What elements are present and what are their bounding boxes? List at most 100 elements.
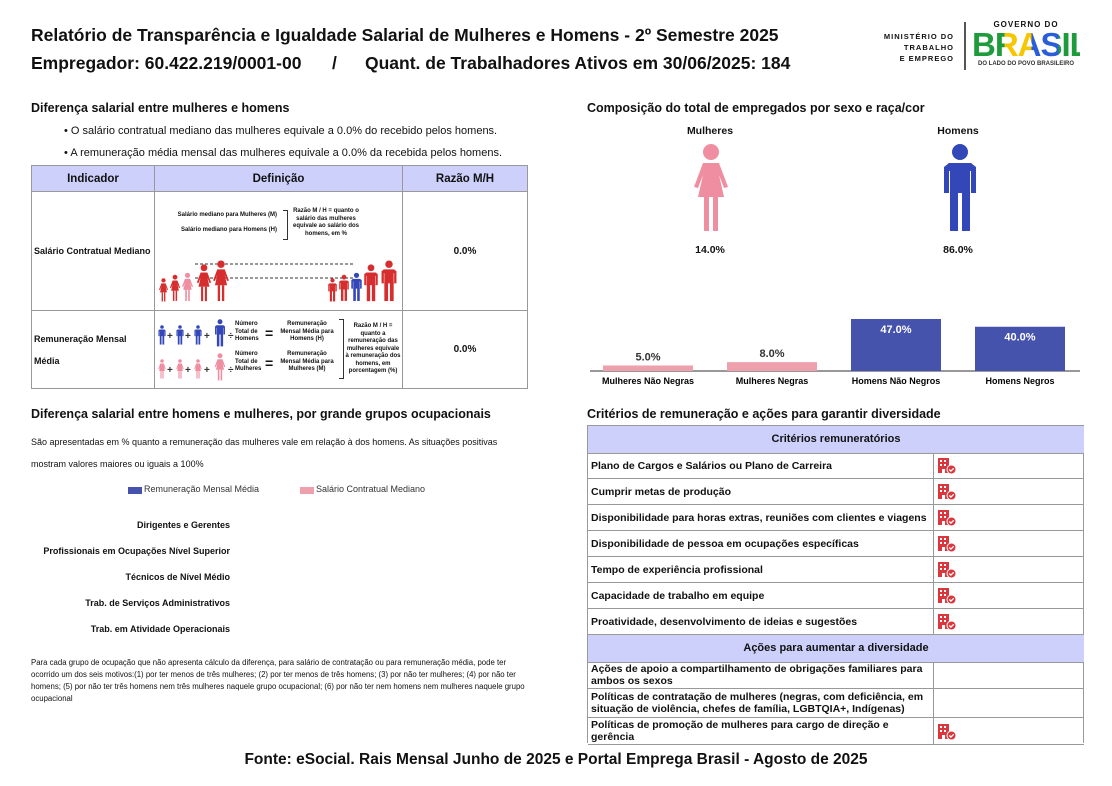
ratio-cell: 0.0%	[403, 192, 528, 311]
criteria-row: Proatividade, desenvolvimento de ideias …	[588, 609, 1084, 635]
table-subheader: Critérios remuneratórios	[588, 426, 1084, 454]
diagram-text: Salário mediano para Homens (H)	[180, 227, 277, 233]
criteria-label: Ações de apoio a compartilhamento de obr…	[591, 663, 923, 687]
adopted-icon	[937, 613, 957, 631]
criteria-status	[933, 609, 1085, 634]
legend: Remuneração Mensal Média Salário Contratu…	[128, 484, 528, 498]
criteria-row: Ações de apoio a compartilhamento de obr…	[588, 662, 1084, 689]
legend-label: Salário Contratual Mediano	[316, 484, 426, 494]
criteria-label: Proatividade, desenvolvimento de ideias …	[591, 615, 858, 628]
bar	[975, 326, 1065, 371]
bar-value-label: 40.0%	[1004, 332, 1035, 344]
occupation-group-label: Profissionais em Ocupações Nível Superio…	[43, 546, 230, 556]
legend-swatch	[300, 487, 314, 494]
criteria-label: Disponibilidade de pessoa em ocupações e…	[591, 537, 859, 550]
svg-text:÷: ÷	[228, 331, 234, 342]
diagram-text: Remuneração Mensal Média para Homens (H)	[280, 321, 334, 342]
svg-text:+: +	[185, 331, 191, 342]
slogan: DO LADO DO POVO BRASILEIRO	[977, 61, 1074, 67]
criteria-status	[933, 557, 1085, 582]
criteria-row: Políticas de contratação de mulheres (ne…	[588, 689, 1084, 718]
bullet: O salário contratual mediano das mulhere…	[64, 125, 497, 137]
adopted-icon	[937, 535, 957, 553]
diagram-text: Número Total de Mulheres	[235, 351, 262, 372]
diagram-text: Salário mediano para Mulheres (M)	[177, 212, 277, 218]
svg-text:÷: ÷	[228, 365, 234, 376]
ratio-cell: 0.0%	[403, 311, 528, 389]
average-figures: + + + + + + ÷ ÷	[158, 319, 234, 381]
criteria-label: Disponibilidade para horas extras, reuni…	[591, 511, 927, 524]
adopted-icon	[937, 483, 957, 501]
brace	[283, 210, 288, 240]
section-title: Diferença salarial entre mulheres e home…	[31, 101, 290, 115]
equals: =	[265, 325, 274, 341]
men-pictogram	[944, 144, 976, 231]
criteria-status	[933, 479, 1085, 504]
bar-category-label: Homens Negros	[985, 376, 1054, 386]
employer: Empregador: 60.422.219/0001-00	[31, 53, 302, 73]
bar	[603, 365, 693, 371]
section-title: Critérios de remuneração e ações para ga…	[587, 407, 941, 421]
footnote: Para cada grupo de ocupação que não apre…	[31, 658, 525, 703]
bar-value-label: 8.0%	[759, 348, 784, 360]
criteria-status	[933, 718, 1085, 744]
adopted-icon	[937, 587, 957, 605]
separator: /	[332, 53, 337, 73]
criteria-row: Tempo de experiência profissional	[588, 557, 1084, 583]
criteria-status	[933, 531, 1085, 556]
criteria-row: Políticas de promoção de mulheres para c…	[588, 718, 1084, 745]
median-figures	[158, 260, 397, 302]
ministry-text: TRABALHO	[903, 43, 954, 52]
criteria-status	[933, 662, 1085, 688]
occupation-group-label: Trab. de Serviços Administrativos	[85, 598, 230, 608]
source: Fonte: eSocial. Rais Mensal Junho de 202…	[244, 751, 868, 768]
table-header: Definição	[155, 166, 403, 192]
bar-value-label: 5.0%	[635, 351, 660, 363]
criteria-table: Critérios remuneratórios Plano de Cargos …	[587, 425, 1085, 745]
criteria-row: Disponibilidade para horas extras, reuni…	[588, 505, 1084, 531]
adopted-icon	[937, 723, 957, 741]
criteria-label: Cumprir metas de produção	[591, 485, 732, 498]
brace	[339, 319, 344, 379]
men-share: 86.0%	[943, 244, 973, 256]
criteria-status	[933, 505, 1085, 530]
criteria-label: Capacidade de trabalho em equipe	[591, 589, 765, 602]
table-header: Indicador	[32, 166, 155, 192]
logo-divider	[964, 22, 966, 70]
report-title: Relatório de Transparência e Igualdade S…	[31, 25, 779, 45]
svg-text:+: +	[167, 365, 173, 376]
criteria-row: Capacidade de trabalho em equipe	[588, 583, 1084, 609]
criteria-status	[933, 583, 1085, 608]
equals: =	[265, 355, 274, 371]
bar-value-label: 47.0%	[880, 324, 911, 336]
svg-text:+: +	[204, 331, 210, 342]
occupation-group-label: Dirigentes e Gerentes	[136, 520, 230, 530]
definition-cell: + + + + + + ÷ ÷ Número Total de Homens = Remune…	[155, 311, 403, 389]
bar	[727, 362, 817, 371]
bar	[851, 319, 941, 371]
bar-category-label: Mulheres Não Negras	[602, 376, 694, 386]
svg-text:+: +	[167, 331, 173, 342]
svg-text:+: +	[185, 365, 191, 376]
bullet: A remuneração média mensal das mulheres …	[64, 147, 502, 159]
occupation-group-label: Trab. em Atividade Operacionais	[90, 624, 230, 634]
table-header: Razão M/H	[403, 166, 528, 192]
women-pictogram	[694, 144, 728, 231]
criteria-label: Políticas de contratação de mulheres (ne…	[591, 691, 924, 715]
criteria-status	[933, 689, 1085, 717]
women-share: 14.0%	[695, 244, 725, 256]
criteria-label: Tempo de experiência profissional	[591, 563, 763, 576]
ministry-logo: MINISTÉRIO DO TRABALHO E EMPREGO	[870, 31, 954, 64]
diagram-text: Remuneração Mensal Média para Mulheres (…	[280, 351, 334, 372]
women-label: Mulheres	[686, 125, 734, 137]
criteria-label: Plano de Cargos e Salários ou Plano de C…	[591, 459, 832, 472]
brasil-text: BRASIL	[972, 26, 1090, 63]
diagram-text: Razão M / H = quanto a remuneração das m…	[345, 323, 401, 374]
diagram-text: Número Total de Homens	[235, 321, 259, 342]
description: São apresentadas em % quanto a remuneraç…	[31, 437, 498, 469]
bar-category-label: Mulheres Negras	[736, 376, 809, 386]
adopted-icon	[937, 509, 957, 527]
indicator-table: Indicador Definição Razão M/H Salário Co…	[31, 165, 528, 389]
criteria-status	[933, 453, 1085, 478]
